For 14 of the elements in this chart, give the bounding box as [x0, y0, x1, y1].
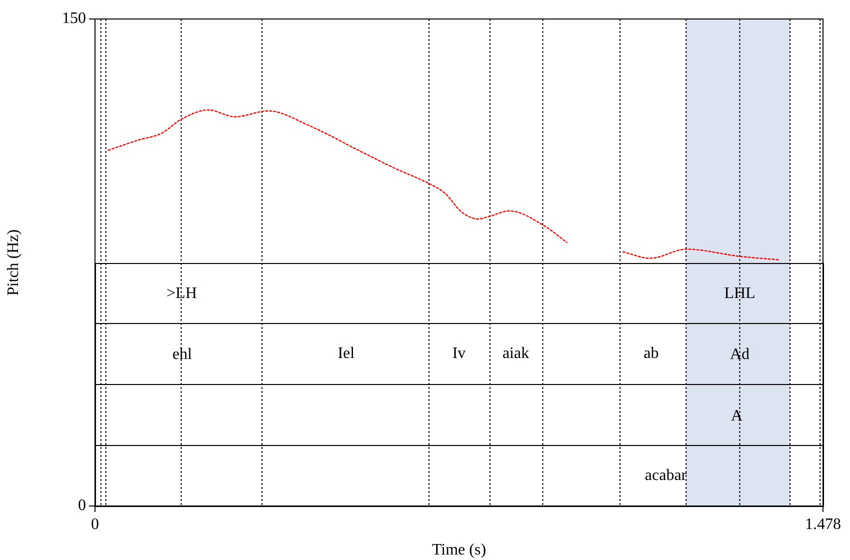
annotation: ab — [644, 345, 659, 362]
annotation: acabar — [644, 466, 688, 484]
x-axis-title: Time (s) — [432, 542, 486, 559]
annotation: A — [731, 407, 744, 424]
annotation: Ad — [730, 346, 750, 364]
y-tick-label: 150 — [62, 10, 86, 28]
annotation: aiak — [502, 345, 530, 362]
y-axis-title: Pitch (Hz) — [4, 229, 22, 296]
annotation: Iel — [338, 345, 356, 362]
annotation: Iv — [452, 345, 466, 362]
annotation: >LH — [166, 285, 198, 302]
annotation: LHL — [724, 285, 756, 302]
annotation: ehl — [172, 346, 193, 364]
x-tick-label: 1.478 — [805, 516, 841, 533]
